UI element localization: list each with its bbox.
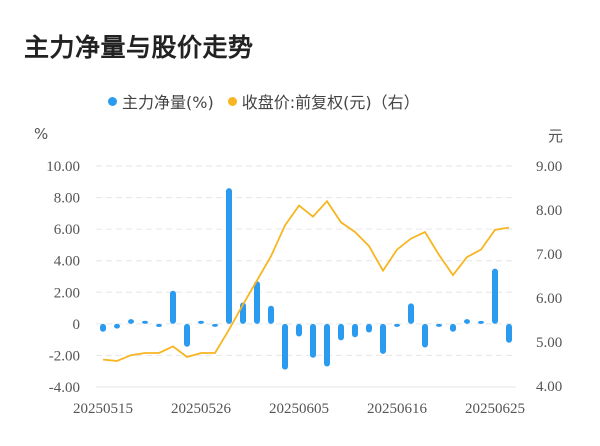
bar[interactable] xyxy=(128,319,134,324)
bar[interactable] xyxy=(380,323,386,354)
x-tick-label: 20250625 xyxy=(465,401,525,417)
left-axis-unit: % xyxy=(34,125,49,143)
bar[interactable] xyxy=(478,320,484,324)
left-tick-label: 0 xyxy=(73,317,81,333)
right-tick-label: 7.00 xyxy=(536,247,562,263)
legend-dot-icon xyxy=(227,96,237,106)
bar[interactable] xyxy=(310,323,316,358)
bar[interactable] xyxy=(198,320,204,324)
bar[interactable] xyxy=(142,320,148,324)
right-axis-unit: 元 xyxy=(548,127,564,145)
legend-dot-icon xyxy=(108,96,117,106)
right-tick-label: 9.00 xyxy=(536,159,562,175)
legend-item-net-flow[interactable]: 主力净量(%) xyxy=(108,89,214,113)
left-tick-label: 6.00 xyxy=(54,222,80,238)
x-tick-label: 20250526 xyxy=(171,401,232,417)
bar[interactable] xyxy=(450,323,456,332)
bar[interactable] xyxy=(394,323,400,327)
bar[interactable] xyxy=(492,268,498,324)
right-tick-label: 5.00 xyxy=(536,335,562,351)
bar[interactable] xyxy=(324,323,330,367)
bar[interactable] xyxy=(436,323,442,327)
bar[interactable] xyxy=(100,323,106,332)
x-tick-label: 20250605 xyxy=(269,401,329,417)
left-tick-label: -2.00 xyxy=(49,348,80,364)
bar[interactable] xyxy=(464,319,470,324)
bar[interactable] xyxy=(170,290,176,324)
bar[interactable] xyxy=(114,323,120,329)
legend-label: 主力净量(%) xyxy=(122,93,214,112)
bar[interactable] xyxy=(296,323,302,337)
left-tick-label: 2.00 xyxy=(54,285,80,301)
left-tick-label: 4.00 xyxy=(54,254,80,270)
x-tick-label: 20250616 xyxy=(367,401,428,417)
legend-item-price[interactable]: 收盘价:前复权(元)（右） xyxy=(227,89,420,113)
bar[interactable] xyxy=(366,323,372,333)
bar[interactable] xyxy=(156,323,162,328)
bar[interactable] xyxy=(212,323,218,327)
right-tick-label: 8.00 xyxy=(536,203,562,219)
bar[interactable] xyxy=(506,323,512,343)
price-line[interactable] xyxy=(102,199,510,362)
bar[interactable] xyxy=(184,323,190,347)
left-tick-label: 8.00 xyxy=(54,191,80,207)
right-tick-label: 6.00 xyxy=(536,291,562,307)
bar[interactable] xyxy=(254,281,260,324)
bar[interactable] xyxy=(408,303,414,324)
legend: 主力净量(%) 收盘价:前复权(元)（右） xyxy=(108,89,434,113)
bar[interactable] xyxy=(352,323,358,338)
bar[interactable] xyxy=(268,305,274,324)
legend-label: 收盘价:前复权(元)（右） xyxy=(241,93,420,112)
x-tick-label: 20250515 xyxy=(73,401,133,417)
bar[interactable] xyxy=(282,323,288,370)
bar[interactable] xyxy=(226,188,232,324)
left-tick-label: 10.00 xyxy=(46,159,80,175)
chart-title: 主力净量与股价走势 xyxy=(24,33,254,62)
left-tick-label: -4.00 xyxy=(49,380,80,396)
bar[interactable] xyxy=(422,323,428,348)
right-tick-label: 4.00 xyxy=(536,379,562,395)
bar[interactable] xyxy=(338,323,344,341)
